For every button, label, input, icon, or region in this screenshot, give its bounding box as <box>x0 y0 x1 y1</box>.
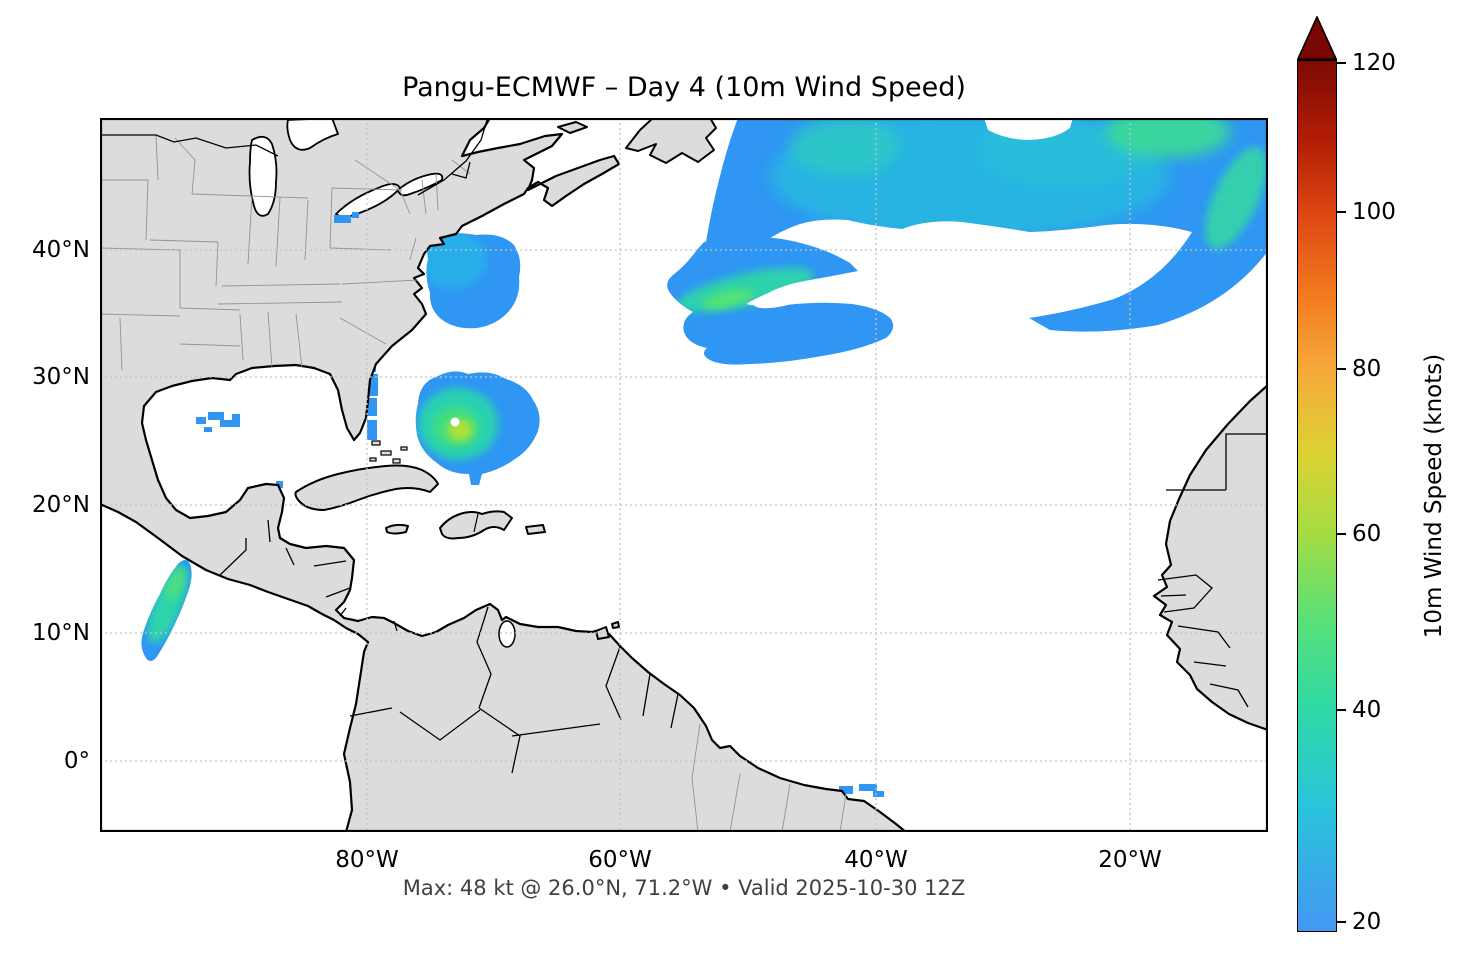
x-tick-60w: 60°W <box>588 847 652 873</box>
island-tobago <box>611 621 620 629</box>
country-borders-north <box>100 119 488 632</box>
cyclone-eye <box>450 417 460 427</box>
wind-blob-tehuantepec <box>141 560 192 661</box>
colorbar-axis-label: 10m Wind Speed (knots) <box>1421 353 1447 639</box>
x-tick-20w: 20°W <box>1098 847 1162 873</box>
hispaniola-border <box>473 513 479 533</box>
colorbar-tick-20: 20 <box>1352 909 1382 935</box>
island-cuba <box>294 464 439 511</box>
y-tick-30n: 30°N <box>32 364 90 390</box>
bahamas-islets <box>369 440 408 464</box>
colorbar-tick-40: 40 <box>1352 697 1382 723</box>
island-pei <box>557 121 588 134</box>
colorbar-gradient <box>1297 60 1337 932</box>
land-africa <box>1152 383 1268 732</box>
x-tick-80w: 80°W <box>335 847 399 873</box>
y-tick-10n: 10°N <box>32 620 90 646</box>
colorbar-tickmark-60 <box>1337 533 1346 535</box>
wind-patch-lake-erie <box>334 212 359 223</box>
y-tick-0: 0° <box>63 748 90 774</box>
island-jamaica <box>385 523 409 535</box>
x-tick-40w: 40°W <box>844 847 908 873</box>
colorbar-tickmark-100 <box>1337 211 1346 213</box>
land-americas <box>100 118 908 832</box>
island-trinidad <box>595 626 610 640</box>
colorbar-tickmark-40 <box>1337 709 1346 711</box>
country-borders-south-america <box>349 606 679 774</box>
y-tick-40n: 40°N <box>32 237 90 263</box>
colorbar-tick-120: 120 <box>1352 50 1396 76</box>
island-newfoundland <box>625 118 717 164</box>
wind-band-mid-atlantic-front <box>667 236 894 365</box>
brazil-state-borders <box>691 723 847 832</box>
plot-title: Pangu-ECMWF – Day 4 (10m Wind Speed) <box>402 72 966 103</box>
colorbar-tickmark-80 <box>1337 368 1346 370</box>
lake-maracaibo <box>498 620 516 648</box>
colorbar-tickmark-20 <box>1337 921 1346 923</box>
colorbar-tick-60: 60 <box>1352 521 1382 547</box>
wind-speed-field <box>141 118 1268 797</box>
gridlines <box>100 118 1268 832</box>
colorbar-extend-arrow <box>1297 16 1337 60</box>
colorbar-tickmark-120 <box>1337 62 1346 64</box>
max-annotation: Max: 48 kt @ 26.0°N, 71.2°W • Valid 2025… <box>402 876 966 900</box>
map-plot-area <box>100 118 1268 832</box>
wind-blob-tropical-cyclone <box>415 371 540 485</box>
africa-country-borders <box>1157 433 1268 708</box>
island-puerto-rico <box>525 524 546 535</box>
y-tick-20n: 20°N <box>32 492 90 518</box>
plot-frame <box>100 118 1268 832</box>
colorbar-tick-100: 100 <box>1352 199 1396 225</box>
colorbar-tick-80: 80 <box>1352 356 1382 382</box>
